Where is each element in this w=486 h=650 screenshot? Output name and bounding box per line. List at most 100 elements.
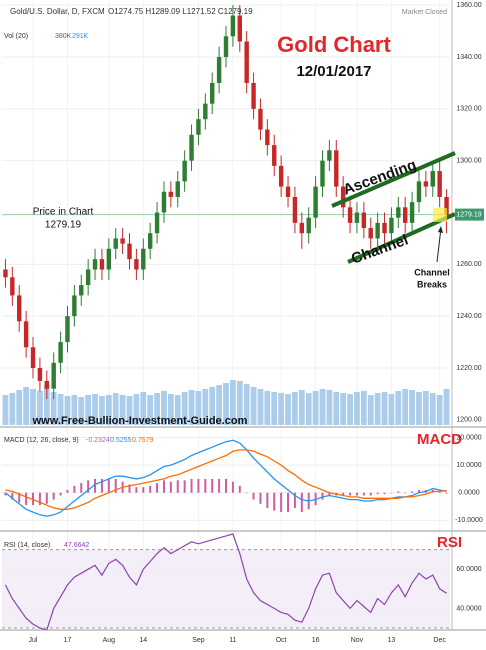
candle-body [361,212,367,229]
histogram-bar [4,492,7,496]
volume-bar [50,392,57,425]
symbol-text: Gold/U.S. Dollar, D, FXCM [10,7,105,16]
candle-body [58,342,63,363]
y-tick-label: 1200.00 [456,417,481,424]
candle-body [10,277,15,296]
histogram-bar [280,492,283,513]
histogram-bar [156,483,159,493]
x-tick-label: 17 [64,637,72,644]
candle-body [340,186,346,208]
volume-bar [188,390,195,425]
candle-body [182,160,187,182]
candle-body [258,108,263,130]
histogram-bar [417,489,420,493]
histogram-bar [100,478,103,493]
break-arrow-head [438,226,443,233]
break-label: Breaks [417,279,447,289]
y-tick-label: 1340.00 [456,54,481,61]
break-arrow [436,227,442,263]
candle-body [223,36,229,58]
price-box-label: 1279.19 [456,211,481,218]
volume-bar [85,395,92,425]
plot-area [2,0,450,631]
candle-body [272,145,277,166]
histogram-bar [38,492,41,506]
rsi-legend: RSI (14, close) [4,542,50,549]
candle-body [327,150,332,161]
volume-bar [147,395,154,425]
histogram-bar [18,492,21,503]
histogram-bar [411,491,414,493]
volume-bar [443,389,450,425]
histogram-bar [176,480,179,493]
x-tick-label: Aug [103,637,116,644]
histogram-bar [362,492,365,496]
candle-body [161,191,167,213]
histogram-bar [238,485,241,493]
volume-reading: 380K [55,33,72,40]
candle-body [334,150,339,187]
histogram-bar [59,492,62,496]
histogram-bar [300,492,303,513]
volume-bar [71,395,78,425]
candle-body [168,191,174,197]
volume-bar [264,391,271,425]
volume-bar [347,394,353,425]
histogram-bar [225,478,227,493]
histogram-bar [245,492,248,494]
histogram-bar [162,480,165,493]
histogram-bar [169,481,172,493]
y-tick-label: -10.0000 [455,517,483,524]
histogram-bar [197,478,200,493]
volume-bar [223,383,229,425]
volume-bar [278,393,285,425]
volume-bar [16,390,23,425]
y-tick-label: 10.0000 [456,462,481,469]
volume-bar [133,394,140,425]
volume-bar [422,391,429,425]
candle-body [30,347,36,368]
histogram-bar [11,492,14,500]
x-tick-label: Sep [192,637,205,644]
histogram-bar [445,492,448,494]
y-tick-label: 0.0000 [458,490,480,497]
volume-bar [43,385,50,425]
histogram-bar [293,492,296,508]
candle-body [237,15,242,42]
candle-body [251,82,256,109]
histogram-bar [107,478,110,493]
volume-reading: 291K [72,33,89,40]
price-value: 1279.19 [45,220,82,231]
volume-bar [416,392,422,425]
candle-body [113,238,118,249]
chart-subtitle: 12/01/2017 [296,63,371,80]
histogram-bar [25,492,28,506]
x-tick-label: 13 [388,637,396,644]
candle-body [313,186,318,218]
x-tick-label: Jul [29,637,38,644]
macd-legend: MACD (12, 26, close, 9) [4,437,79,444]
volume-bar [292,392,298,425]
macd-reading: -0.2324 [86,437,110,444]
volume-bar [402,389,409,425]
y-tick-label: 1320.00 [456,106,481,113]
price-label: Price in Chart [33,207,94,218]
candle-body [154,212,160,234]
candle-body [92,259,98,270]
candle-body [147,233,153,249]
histogram-bar [73,485,76,493]
candle-body [244,41,249,83]
volume-bar [285,394,291,425]
chart-title: Gold Chart [277,32,391,57]
volume-bar [271,392,278,425]
volume-bar [30,389,36,425]
histogram-bar [328,492,331,496]
volume-bar [312,391,319,425]
histogram-bar [397,491,400,493]
volume-bar [161,391,167,425]
histogram-bar [321,492,324,500]
volume-bar [105,395,112,425]
candle-body [437,171,442,197]
candle-body [278,165,284,187]
candle-body [44,380,50,389]
